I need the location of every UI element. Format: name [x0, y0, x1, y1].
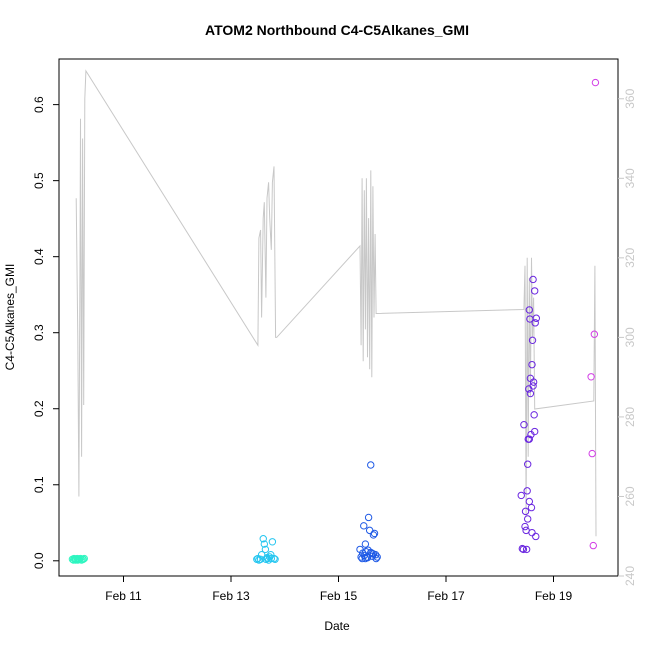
point-3-12 — [525, 306, 534, 314]
point-3-21 — [530, 411, 538, 419]
chart-title: ATOM2 Northbound C4-C5Alkanes_GMI — [205, 22, 469, 38]
point-4-1 — [588, 449, 596, 458]
point-2-4 — [360, 522, 368, 530]
x-tick-label-0: Feb 11 — [105, 589, 142, 603]
point-3-20 — [529, 378, 538, 386]
point-3-32 — [530, 427, 539, 436]
y2-tick-label-0: 240 — [623, 566, 637, 586]
y2-tick-label-5: 340 — [623, 168, 637, 188]
x-axis: Feb 11 Feb 13 Feb 15 Feb 17 Feb 19 — [105, 576, 573, 603]
point-2-20 — [361, 554, 370, 563]
point-3-16 — [527, 503, 536, 512]
y2-tick-label-4: 320 — [623, 248, 637, 268]
y-tick-label-0: 0.0 — [32, 552, 46, 569]
point-3-27 — [526, 389, 535, 398]
point-3-1 — [518, 544, 527, 553]
point-2-12 — [367, 461, 375, 469]
point-3-9 — [524, 460, 532, 468]
point-4-3 — [590, 330, 599, 338]
y-tick-label-4: 0.4 — [32, 248, 46, 265]
point-3-18 — [528, 336, 537, 345]
point-3-25 — [532, 314, 540, 322]
point-3-8 — [523, 487, 531, 495]
y-axis: 0.0 0.1 0.2 0.3 0.4 0.5 0.6 — [32, 96, 59, 569]
point-1-6 — [260, 540, 269, 548]
point-4-0 — [587, 373, 595, 381]
x-axis-label: Date — [324, 619, 350, 633]
point-2-23 — [369, 550, 378, 558]
x-tick-label-2: Feb 15 — [320, 589, 358, 603]
point-3-29 — [529, 382, 537, 390]
secondary-line-layer — [75, 69, 597, 537]
point-3-23 — [531, 319, 539, 327]
y-tick-label-6: 0.6 — [32, 96, 46, 113]
point-1-15 — [268, 538, 277, 546]
secondary-y-axis: 240 260 280 300 320 340 360 — [618, 88, 637, 586]
point-3-22 — [530, 287, 539, 295]
point-1-4 — [257, 551, 266, 559]
y2-tick-label-6: 360 — [623, 88, 637, 108]
point-4-4 — [591, 78, 600, 87]
point-3-7 — [522, 545, 531, 554]
y-tick-label-2: 0.2 — [32, 400, 46, 417]
y-tick-label-5: 0.5 — [32, 172, 46, 189]
point-3-30 — [525, 497, 534, 506]
point-3-31 — [524, 515, 532, 523]
point-1-17 — [271, 555, 279, 563]
point-1-5 — [259, 535, 267, 543]
point-3-5 — [521, 507, 530, 516]
point-3-28 — [528, 360, 536, 369]
point-3-24 — [532, 532, 540, 541]
point-3-0 — [517, 491, 525, 500]
point-2-10 — [364, 513, 373, 522]
point-1-16 — [270, 554, 278, 563]
point-1-7 — [261, 545, 270, 554]
point-3-26 — [525, 435, 534, 443]
point-3-2 — [519, 545, 528, 554]
point-0-14 — [80, 554, 88, 563]
y2-tick-label-3: 300 — [623, 327, 637, 347]
point-0-13 — [79, 555, 87, 563]
point-3-19 — [529, 275, 537, 284]
y-axis-label: C4-C5Alkanes_GMI — [3, 264, 17, 371]
secondary-line — [75, 69, 597, 537]
x-tick-label-4: Feb 19 — [535, 589, 573, 603]
point-1-14 — [267, 554, 276, 563]
point-3-3 — [520, 421, 528, 429]
y2-tick-label-2: 280 — [623, 407, 637, 427]
x-tick-label-1: Feb 13 — [212, 589, 250, 603]
y-tick-label-3: 0.3 — [32, 324, 46, 341]
point-4-2 — [589, 541, 597, 550]
point-layer — [68, 78, 600, 564]
point-2-16 — [370, 529, 379, 538]
point-3-4 — [521, 522, 529, 531]
x-tick-label-3: Feb 17 — [427, 589, 465, 603]
point-2-6 — [361, 540, 370, 548]
point-3-17 — [528, 528, 536, 537]
y-tick-label-1: 0.1 — [32, 476, 46, 493]
point-2-15 — [369, 531, 378, 539]
y2-tick-label-1: 260 — [623, 486, 637, 506]
